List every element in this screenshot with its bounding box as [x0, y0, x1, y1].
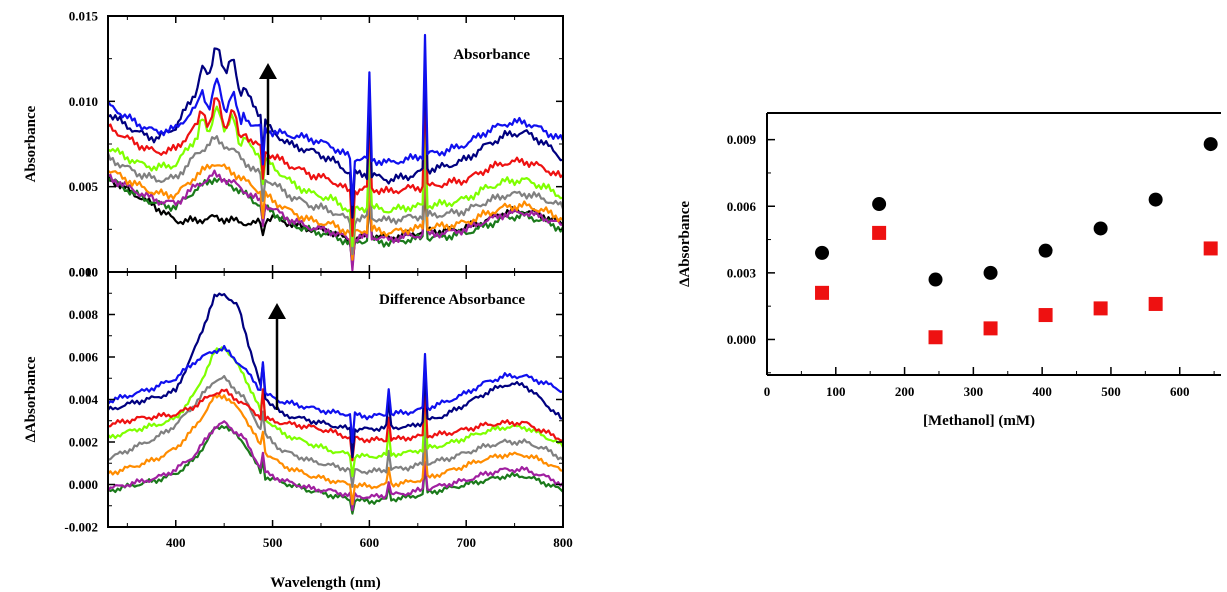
methanol-y-tick-label: 0.006 — [727, 199, 757, 214]
difference-series-line — [108, 374, 563, 488]
absorbance-y-axis-title: Absorbance — [23, 105, 39, 182]
absorbance-series-line — [108, 165, 563, 272]
difference-series-line — [108, 387, 563, 462]
methanol-point-circle — [872, 197, 887, 212]
difference-series-line — [108, 425, 563, 515]
methanol-x-tick-label: 100 — [826, 384, 846, 399]
difference-series-line — [108, 420, 563, 512]
difference-panel-label: Difference Absorbance — [379, 292, 525, 308]
methanol-x-tick-label: 300 — [964, 384, 984, 399]
difference-y-tick-label: 0.008 — [69, 307, 99, 322]
methanol-point-square — [815, 285, 830, 300]
difference-series-line — [108, 393, 563, 506]
difference-x-tick-label: 500 — [263, 535, 283, 550]
absorbance-y-tick-label: 0.010 — [69, 94, 98, 109]
absorbance-arrow-head — [259, 63, 277, 79]
methanol-point-circle — [1093, 221, 1108, 236]
methanol-y-tick-label: 0.009 — [727, 132, 757, 147]
methanol-point-square — [872, 225, 887, 240]
difference-x-axis-title: Wavelength (nm) — [270, 575, 380, 591]
difference-series-line — [108, 292, 563, 459]
methanol-point-square — [1038, 308, 1053, 323]
methanol-point-circle — [983, 265, 998, 280]
methanol-x-tick-label: 200 — [895, 384, 915, 399]
absorbance-series-line — [108, 126, 563, 256]
difference-y-tick-label: 0.000 — [69, 477, 98, 492]
methanol-point-circle — [1203, 137, 1218, 152]
methanol-y-tick-label: 0.003 — [727, 265, 757, 280]
difference-plot-frame — [107, 271, 564, 528]
methanol-point-circle — [1038, 243, 1053, 258]
methanol-point-square — [1093, 301, 1108, 316]
absorbance-series-line — [108, 105, 563, 248]
methanol-x-tick-label: 0 — [764, 384, 771, 399]
difference-x-tick-label: 800 — [553, 535, 573, 550]
absorbance-series-line — [108, 150, 563, 261]
methanol-point-square — [983, 321, 998, 336]
absorbance-y-tick-label: 0.015 — [69, 9, 99, 24]
absorbance-y-tick-label: 0.005 — [69, 179, 99, 194]
absorbance-series-line — [108, 47, 563, 219]
absorbance-series-line — [108, 85, 563, 238]
difference-y-tick-label: 0.006 — [69, 350, 99, 365]
difference-series-group — [108, 292, 563, 515]
absorbance-series-line — [108, 33, 563, 206]
difference-y-tick-label: 0.002 — [69, 435, 98, 450]
absorbance-series-group — [108, 33, 563, 272]
methanol-markers-group — [815, 137, 1218, 345]
methanol-point-square — [928, 330, 943, 345]
difference-y-tick-label: 0.004 — [69, 392, 99, 407]
difference-x-tick-label: 600 — [360, 535, 380, 550]
difference-y-tick-label: -0.002 — [64, 520, 98, 535]
difference-arrow-head — [268, 303, 286, 319]
absorbance-y-tick-label: 0.000 — [69, 265, 98, 280]
methanol-x-tick-label: 500 — [1101, 384, 1121, 399]
difference-x-tick-label: 700 — [456, 535, 476, 550]
difference-series-line — [108, 344, 563, 444]
methanol-x-axis-title: [Methanol] (mM) — [923, 413, 1035, 429]
absorbance-panel-label: Absorbance — [453, 47, 530, 63]
methanol-point-circle — [928, 272, 943, 287]
methanol-y-axis-title: ΔAbsorbance — [677, 201, 693, 287]
difference-y-axis-title: ΔAbsorbance — [23, 356, 39, 442]
methanol-x-tick-label: 600 — [1170, 384, 1190, 399]
methanol-point-circle — [1148, 192, 1163, 207]
methanol-point-square — [1203, 241, 1218, 256]
methanol-x-tick-label: 400 — [1032, 384, 1052, 399]
methanol-point-square — [1148, 296, 1163, 311]
methanol-point-circle — [815, 245, 830, 260]
difference-x-tick-label: 400 — [166, 535, 186, 550]
difference-y-tick-label: 0.010 — [69, 265, 98, 280]
methanol-y-tick-label: 0.000 — [727, 332, 756, 347]
